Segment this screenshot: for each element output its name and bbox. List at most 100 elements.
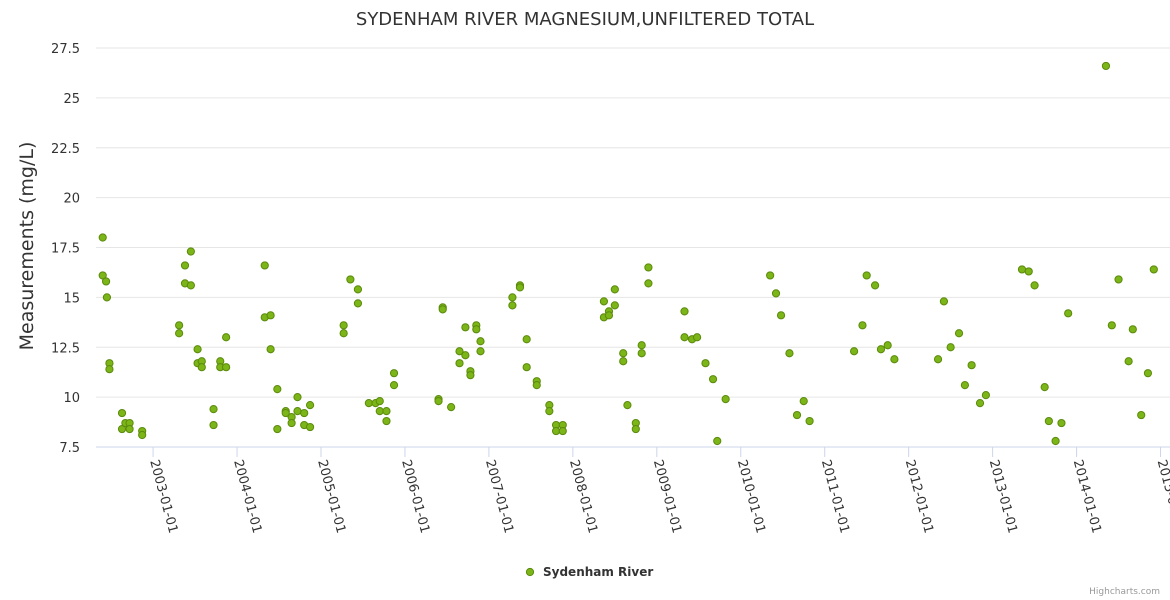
data-point[interactable]	[558, 426, 567, 436]
data-point[interactable]	[1030, 281, 1039, 290]
data-point[interactable]	[209, 420, 218, 430]
data-point[interactable]	[273, 424, 282, 434]
data-point[interactable]	[1128, 325, 1137, 334]
data-point[interactable]	[680, 333, 689, 342]
legend-label[interactable]: Sydenham River	[543, 565, 653, 579]
data-point[interactable]	[186, 281, 195, 290]
data-point[interactable]	[610, 285, 619, 294]
data-point[interactable]	[708, 375, 718, 384]
data-point[interactable]	[476, 347, 485, 356]
data-point[interactable]	[508, 293, 517, 302]
data-point[interactable]	[680, 307, 689, 316]
data-point[interactable]	[98, 233, 107, 242]
data-point[interactable]	[522, 363, 531, 372]
data-point[interactable]	[389, 369, 399, 378]
data-point[interactable]	[105, 365, 114, 374]
data-point[interactable]	[776, 311, 786, 320]
data-point[interactable]	[637, 341, 646, 350]
data-point[interactable]	[375, 406, 384, 416]
data-point[interactable]	[1040, 383, 1049, 392]
data-point[interactable]	[1101, 61, 1111, 71]
data-point[interactable]	[476, 337, 485, 346]
data-point[interactable]	[981, 391, 990, 400]
data-point[interactable]	[619, 357, 628, 366]
data-point[interactable]	[1024, 267, 1033, 276]
data-point[interactable]	[281, 408, 290, 418]
data-point[interactable]	[305, 401, 315, 410]
data-point[interactable]	[599, 297, 609, 306]
data-point[interactable]	[701, 359, 710, 368]
data-point[interactable]	[1124, 357, 1133, 366]
data-point[interactable]	[353, 299, 363, 308]
data-point[interactable]	[175, 321, 184, 330]
data-point[interactable]	[1107, 321, 1116, 330]
data-point[interactable]	[305, 422, 315, 432]
data-point[interactable]	[98, 271, 107, 280]
data-point[interactable]	[222, 333, 231, 342]
data-point[interactable]	[785, 349, 794, 358]
data-point[interactable]	[946, 343, 955, 352]
data-point[interactable]	[771, 289, 781, 298]
data-point[interactable]	[353, 285, 363, 294]
data-point[interactable]	[792, 410, 802, 420]
data-point[interactable]	[175, 329, 184, 338]
legend[interactable]: Sydenham River	[525, 565, 653, 579]
data-points[interactable]	[98, 61, 1158, 446]
data-point[interactable]	[293, 393, 302, 402]
data-point[interactable]	[876, 345, 886, 354]
data-point[interactable]	[619, 349, 628, 358]
data-point[interactable]	[551, 426, 561, 436]
data-point[interactable]	[455, 347, 464, 356]
credits-link[interactable]: Highcharts.com	[1089, 587, 1160, 597]
data-point[interactable]	[858, 321, 867, 330]
data-point[interactable]	[610, 301, 619, 310]
data-point[interactable]	[1017, 265, 1027, 274]
data-point[interactable]	[799, 397, 808, 406]
data-point[interactable]	[545, 406, 554, 416]
data-point[interactable]	[1064, 309, 1073, 318]
data-point[interactable]	[975, 399, 985, 408]
data-point[interactable]	[287, 418, 296, 428]
data-point[interactable]	[266, 311, 275, 320]
data-point[interactable]	[522, 335, 531, 344]
legend-marker[interactable]	[525, 567, 535, 577]
data-point[interactable]	[138, 430, 147, 440]
data-point[interactable]	[713, 436, 722, 446]
data-point[interactable]	[954, 329, 964, 338]
data-point[interactable]	[644, 263, 653, 272]
data-point[interactable]	[805, 416, 814, 426]
data-point[interactable]	[644, 279, 653, 288]
data-point[interactable]	[222, 363, 231, 372]
data-point[interactable]	[631, 424, 640, 434]
data-point[interactable]	[382, 416, 391, 426]
data-point[interactable]	[693, 333, 702, 342]
data-point[interactable]	[890, 355, 899, 364]
data-point[interactable]	[1143, 369, 1153, 378]
data-point[interactable]	[862, 271, 871, 280]
data-point[interactable]	[604, 311, 614, 320]
data-point[interactable]	[933, 355, 943, 364]
data-point[interactable]	[849, 347, 859, 356]
data-point[interactable]	[102, 293, 112, 302]
data-point[interactable]	[117, 408, 127, 418]
data-point[interactable]	[508, 301, 517, 310]
data-point[interactable]	[375, 397, 384, 406]
data-point[interactable]	[434, 397, 443, 406]
data-point[interactable]	[260, 261, 269, 270]
data-point[interactable]	[382, 406, 391, 416]
data-point[interactable]	[364, 399, 373, 408]
data-point[interactable]	[721, 395, 730, 404]
data-point[interactable]	[447, 403, 456, 412]
data-point[interactable]	[472, 325, 481, 334]
data-point[interactable]	[209, 404, 218, 414]
data-point[interactable]	[870, 281, 880, 290]
data-point[interactable]	[1137, 410, 1146, 420]
data-point[interactable]	[300, 408, 309, 418]
data-point[interactable]	[883, 341, 892, 350]
data-point[interactable]	[939, 297, 949, 306]
data-point[interactable]	[766, 271, 775, 280]
data-point[interactable]	[293, 406, 302, 416]
data-point[interactable]	[438, 305, 447, 314]
data-point[interactable]	[101, 277, 111, 286]
data-point[interactable]	[193, 345, 202, 354]
